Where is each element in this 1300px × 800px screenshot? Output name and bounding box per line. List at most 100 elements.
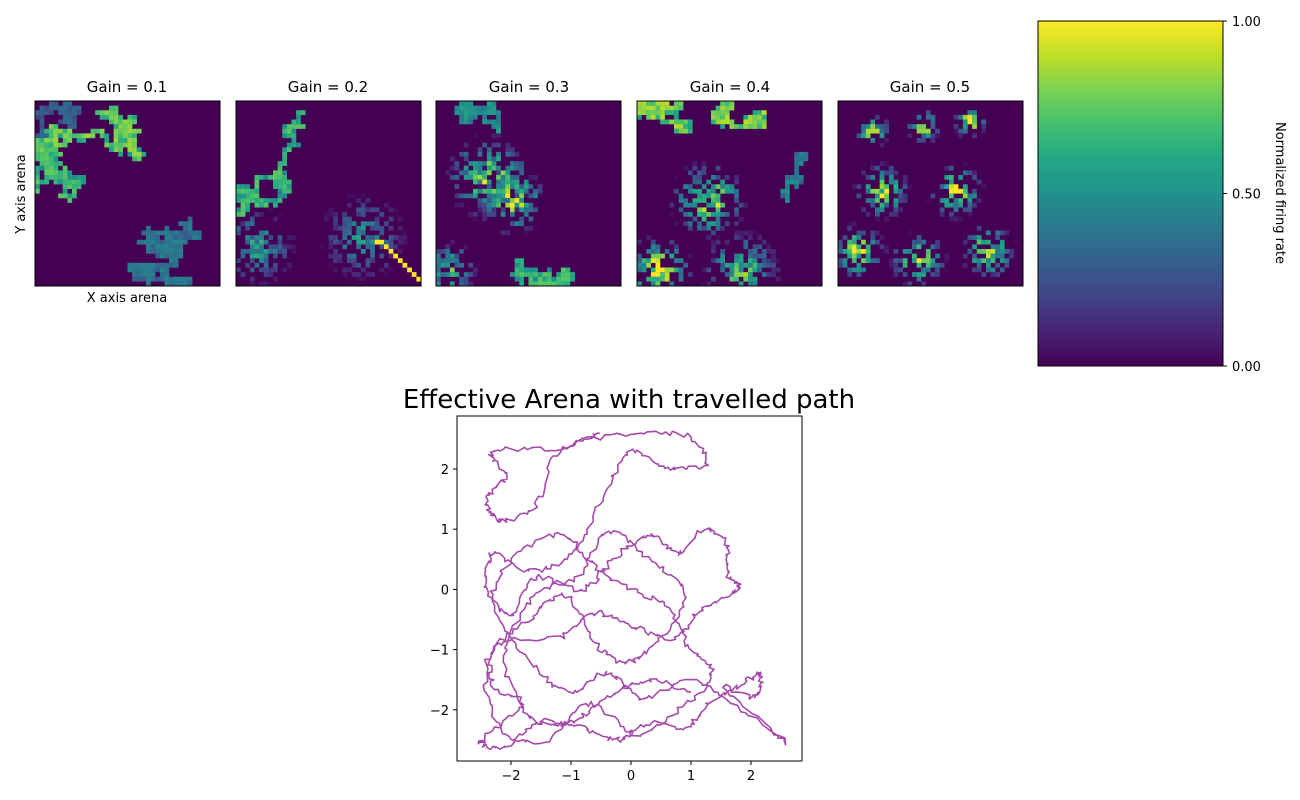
heatmap-cell [67,184,73,190]
heatmap-cell [491,119,497,125]
heatmap-cell [757,124,763,129]
heatmap-cell [875,198,880,203]
heatmap-cell [523,267,529,273]
heatmap-2-frame [235,100,422,287]
heatmap-cell [333,212,338,217]
heatmap-cell [178,221,184,227]
travelled-path-line [477,430,787,751]
heatmap-cell [761,239,767,245]
heatmap-cell [254,244,260,250]
heatmap-cell [486,119,492,125]
heatmap-cell [48,147,54,153]
heatmap-cell [236,207,241,213]
heatmap-cell [734,221,739,227]
heatmap-cell [463,151,469,157]
heatmap-cell [898,258,903,264]
heatmap-cell [263,262,269,268]
heatmap-1-frame [34,100,221,287]
heatmap-cell [674,101,679,106]
heatmap-cell [249,244,255,250]
heatmap-cell [273,262,278,268]
heatmap-cell [141,267,147,273]
heatmap-cell [328,262,334,268]
heatmap-cell [178,249,184,254]
heatmap-cell [748,267,753,273]
heatmap-cell [650,281,656,287]
heatmap-cell [724,101,730,106]
heatmap-cell [720,225,726,231]
heatmap-cell [62,170,68,176]
heatmap-cell [35,114,40,120]
heatmap-cell [669,119,675,125]
heatmap-cell [39,165,45,171]
heatmap-cell [958,128,964,134]
heatmap-cell [72,110,77,116]
heatmap-cell [127,267,133,273]
heatmap-cell [454,202,460,208]
heatmap-cell [856,272,862,277]
heatmap-cell [711,198,716,203]
heatmap-cell [565,272,571,277]
heatmap-cell [650,253,656,259]
heatmap-cell [277,170,283,176]
heatmap-cell [724,110,730,116]
heatmap-cell [370,239,375,245]
heatmap-cell [173,244,179,250]
heatmap-cell [379,239,385,245]
heatmap-cell [48,128,54,134]
heatmap-cell [282,124,288,129]
x-tick-label: 1 [687,769,695,784]
heatmap-cell [397,239,403,245]
heatmap-cell [249,276,255,282]
heatmap-cell [463,105,469,111]
heatmap-cell [902,258,908,264]
heatmap-cell [692,188,698,194]
heatmap-cell [187,216,193,222]
heatmap-cell [519,276,525,282]
heatmap-cell [351,258,357,264]
heatmap-cell [445,253,451,259]
heatmap-cell [962,253,968,259]
heatmap-cell [851,221,857,227]
heatmap-cell [67,128,73,134]
heatmap-cell [916,276,922,282]
heatmap-cell [496,119,501,125]
heatmap-cell [678,124,684,129]
heatmap-cell [958,175,964,180]
heatmap-cell [53,124,59,129]
heatmap-cell [150,244,156,250]
heatmap-cell [687,272,693,277]
heatmap-cell [39,138,45,143]
heatmap-cell [164,249,170,254]
heatmap-cell [486,101,492,106]
heatmap-cell [146,235,151,240]
heatmap-cell [748,235,753,240]
heatmap-cell [761,124,767,129]
heatmap-cell [967,170,973,176]
heatmap-cell [342,267,348,273]
heatmap-cell [930,114,936,120]
heatmap-cell [454,272,460,277]
heatmap-cell [847,272,853,277]
heatmap-cell [477,105,483,111]
heatmap-cell [365,262,371,268]
heatmap-cell [384,221,389,227]
heatmap-cell [277,184,283,190]
heatmap-cell [1009,253,1014,259]
heatmap-cell [454,161,460,166]
heatmap-cell [701,216,707,222]
heatmap-cell [715,239,721,245]
heatmap-cell [706,221,712,227]
heatmap-cell [865,188,871,194]
heatmap-cell [646,235,652,240]
heatmap-cell [254,212,260,217]
heatmap-cell [365,198,371,203]
heatmap-cell [445,262,451,268]
heatmap-cell [738,202,744,208]
heatmap-cell [240,207,246,213]
heatmap-cell [505,142,511,148]
heatmap-cell [146,244,151,250]
heatmap-cell [277,175,283,180]
heatmap-cell [528,184,534,190]
heatmap-cell [473,175,478,180]
